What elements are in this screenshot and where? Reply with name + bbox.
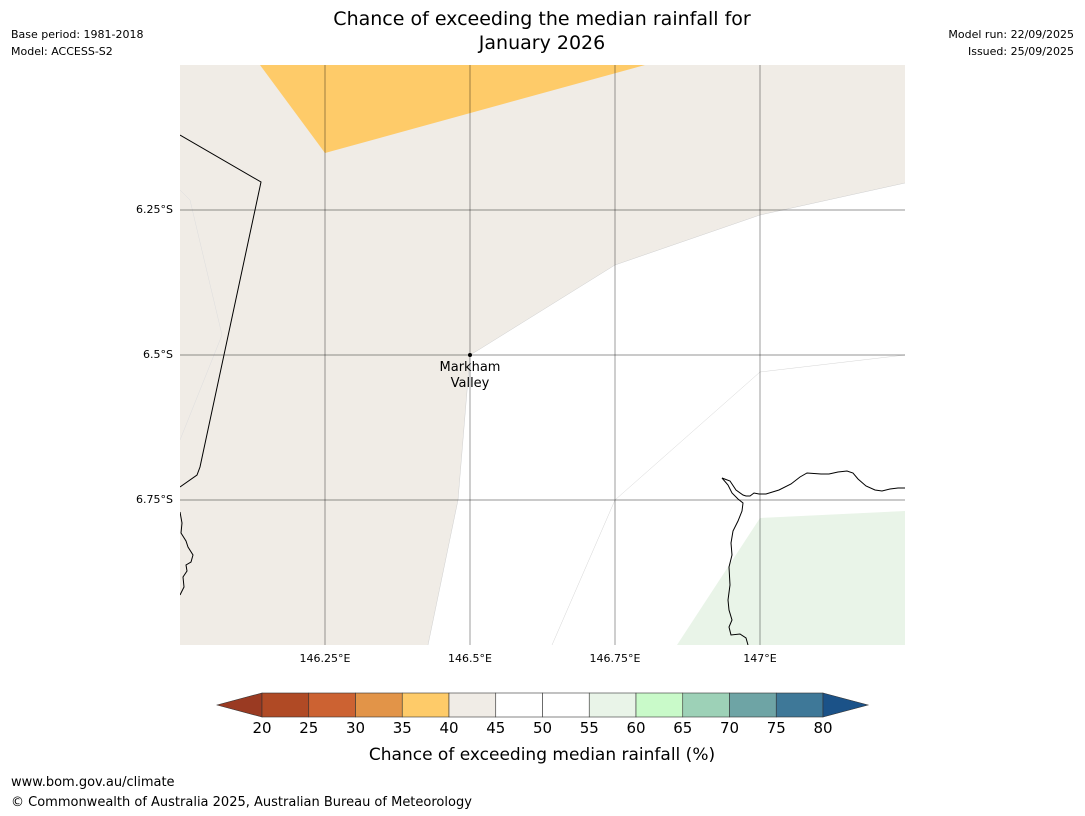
region-left-edge — [180, 190, 222, 440]
region-35-40 — [260, 65, 645, 153]
base-period-text: Base period: 1981-2018 — [11, 28, 144, 41]
map-panel[interactable]: Markham Valley — [180, 65, 905, 645]
coastline-west — [180, 511, 194, 596]
map-title: Chance of exceeding the median rainfall … — [292, 7, 792, 55]
region-55-60 — [677, 511, 905, 645]
colorbar-cell — [682, 692, 730, 718]
lon-label-146-25: 146.25°E — [299, 652, 351, 665]
colorbar-cell — [261, 692, 310, 718]
colorbar-cell — [355, 692, 403, 718]
colorbar-cell — [588, 692, 637, 718]
boundary-line — [180, 134, 262, 488]
lon-label-146-75: 146.75°E — [589, 652, 641, 665]
colorbar-tick-label: 20 — [252, 719, 272, 737]
issued-text: Issued: 25/09/2025 — [967, 45, 1074, 58]
title-line-2: January 2026 — [478, 32, 606, 54]
colorbar-tick-label: 55 — [579, 719, 599, 737]
lat-label-6-5: 6.5°S — [143, 348, 173, 361]
lat-label-6-75: 6.75°S — [136, 493, 173, 506]
model-text: Model: ACCESS-S2 — [11, 45, 113, 58]
colorbar-cell — [448, 692, 497, 718]
colorbar-tick-label: 60 — [626, 719, 646, 737]
lat-label-6-25: 6.25°S — [136, 203, 173, 216]
colorbar-tick-label: 35 — [392, 719, 412, 737]
colorbar-cell — [775, 692, 824, 718]
colorbar-tick-label: 70 — [719, 719, 740, 737]
colorbar-tick-label: 80 — [813, 719, 833, 737]
place-label-line-2: Valley — [451, 376, 490, 391]
colorbar-tick-label: 30 — [345, 719, 366, 737]
lon-label-146-5: 146.5°E — [448, 652, 492, 665]
colorbar-tick-label: 40 — [439, 719, 459, 737]
footer-copyright: © Commonwealth of Australia 2025, Austra… — [11, 795, 472, 810]
lon-label-147: 147°E — [743, 652, 777, 665]
colorbar-cell — [729, 692, 777, 718]
colorbar-cell — [308, 692, 356, 718]
title-line-1: Chance of exceeding the median rainfall … — [333, 8, 751, 30]
colorbar-cell — [542, 692, 590, 718]
colorbar-cell — [401, 692, 450, 718]
colorbar-tick-label: 45 — [486, 719, 506, 737]
footer-url[interactable]: www.bom.gov.au/climate — [11, 775, 175, 790]
colorbar — [216, 692, 870, 718]
coastline-gulf-north — [721, 470, 905, 497]
colorbar-tick-label: 65 — [673, 719, 693, 737]
model-run-text: Model run: 22/09/2025 — [948, 28, 1074, 41]
colorbar-under-arrow — [216, 692, 263, 718]
colorbar-title: Chance of exceeding median rainfall (%) — [368, 745, 716, 765]
contour-line-3 — [180, 189, 223, 441]
header-left: Base period: 1981-2018 Model: ACCESS-S2 — [11, 26, 143, 60]
header-right: Model run: 22/09/2025 Issued: 25/09/2025 — [948, 26, 1074, 60]
coastline-gulf-west — [721, 477, 749, 645]
contour-line-2 — [551, 354, 905, 645]
colorbar-tick-label: 50 — [532, 719, 553, 737]
colorbar-cell — [635, 692, 684, 718]
colorbar-cells — [261, 692, 824, 718]
colorbar-tick-label: 75 — [766, 719, 786, 737]
colorbar-cell — [495, 692, 543, 718]
place-marker-markham-valley[interactable] — [468, 353, 472, 357]
place-label-line-1: Markham — [440, 360, 501, 375]
colorbar-tick-label: 25 — [299, 719, 319, 737]
colorbar-over-arrow — [822, 692, 870, 718]
